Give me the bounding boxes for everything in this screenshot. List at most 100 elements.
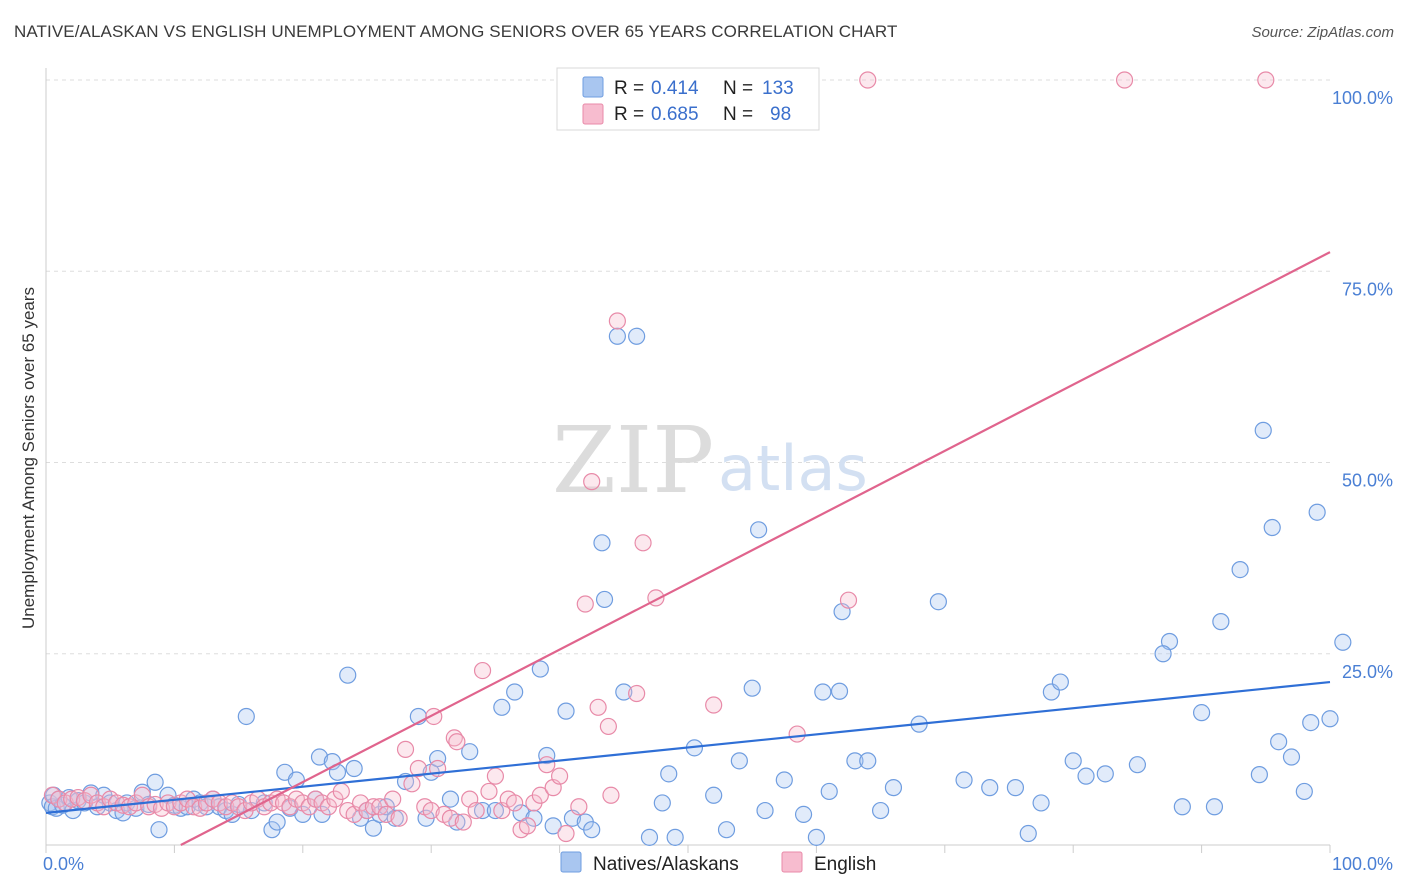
data-point: [830, 682, 849, 700]
data-point: [583, 821, 601, 839]
data-point: [1257, 71, 1275, 89]
data-point: [237, 707, 255, 726]
series-natives: [41, 327, 1352, 846]
data-point: [1250, 766, 1268, 784]
data-points: [41, 71, 1352, 846]
stats-r-value-english: 0.685: [651, 104, 699, 125]
data-point: [608, 327, 626, 345]
data-point: [409, 759, 427, 778]
data-point: [1308, 503, 1326, 521]
data-point: [794, 805, 813, 824]
data-point: [390, 809, 408, 827]
data-point: [653, 794, 671, 812]
trend-line-natives: [45, 680, 1331, 814]
data-point: [550, 767, 569, 785]
data-point: [146, 773, 164, 791]
data-point: [1173, 798, 1191, 816]
data-point: [1192, 704, 1211, 722]
data-point: [473, 801, 492, 820]
data-point: [486, 767, 504, 785]
data-point: [1334, 633, 1352, 651]
data-point: [454, 813, 472, 831]
data-point: [473, 661, 492, 680]
trend-lines: [45, 251, 1331, 846]
data-point: [538, 746, 556, 765]
series-legend: Natives/Alaskans English: [560, 851, 876, 875]
data-point: [593, 534, 611, 552]
data-point: [403, 775, 421, 793]
data-point: [506, 794, 524, 812]
data-point: [595, 590, 614, 609]
data-point: [441, 790, 460, 808]
data-point: [1205, 798, 1224, 816]
data-point: [599, 717, 617, 736]
data-point: [377, 805, 395, 824]
data-point: [660, 765, 678, 783]
data-point: [1254, 421, 1272, 439]
data-point: [846, 752, 864, 770]
data-point: [589, 698, 607, 716]
data-point: [345, 759, 363, 778]
data-point: [467, 801, 485, 820]
trend-line-english: [180, 251, 1331, 846]
data-point: [981, 779, 999, 797]
data-point: [364, 798, 383, 816]
y-tick-label: 25.0%: [1342, 662, 1393, 682]
data-point: [506, 683, 524, 701]
data-point: [705, 786, 723, 804]
data-point: [820, 782, 838, 801]
y-tick-label: 50.0%: [1342, 471, 1393, 491]
data-point: [807, 828, 826, 846]
data-point: [396, 740, 415, 758]
data-point: [1006, 779, 1025, 797]
chart-title: NATIVE/ALASKAN VS ENGLISH UNEMPLOYMENT A…: [14, 22, 898, 41]
stats-swatch-english: [582, 103, 604, 125]
data-point: [871, 801, 890, 820]
data-point: [608, 312, 626, 330]
stats-swatch-natives: [582, 76, 604, 98]
data-point: [461, 743, 479, 761]
stats-legend: R = 0.414 N = 133 R = 0.685 N = 98: [556, 67, 820, 131]
data-point: [602, 786, 620, 804]
stats-n-label-natives: N =: [723, 78, 753, 99]
data-point: [1096, 765, 1114, 783]
data-point: [1115, 71, 1134, 89]
data-point: [1051, 673, 1069, 691]
data-point: [429, 749, 447, 768]
data-point: [518, 817, 537, 835]
data-point: [1263, 518, 1281, 537]
data-point: [493, 698, 511, 716]
data-point: [538, 756, 556, 774]
data-point: [640, 828, 659, 846]
data-point: [955, 771, 973, 789]
data-point: [1282, 748, 1301, 766]
data-point: [1302, 713, 1320, 732]
data-point: [576, 595, 594, 613]
data-point: [544, 817, 562, 835]
y-tick-labels: 25.0% 50.0% 75.0% 100.0%: [1332, 88, 1393, 682]
data-point: [884, 779, 903, 797]
stats-n-value-natives: 133: [762, 78, 794, 99]
data-point: [750, 521, 768, 539]
data-point: [717, 821, 736, 839]
x-tick-labels: 0.0% 100.0%: [43, 854, 1393, 874]
x-tick-label: 100.0%: [1332, 854, 1393, 874]
legend-swatch-english: [781, 851, 803, 873]
data-point: [859, 71, 877, 89]
data-point: [339, 666, 357, 684]
data-point: [384, 790, 402, 808]
x-tick-label: 0.0%: [43, 854, 84, 874]
data-point: [730, 752, 748, 770]
data-point: [268, 813, 286, 831]
data-point: [1019, 824, 1037, 843]
data-point: [839, 591, 858, 609]
data-point: [441, 809, 460, 827]
data-point: [172, 799, 190, 817]
data-point: [364, 819, 383, 837]
data-point: [628, 327, 646, 345]
data-point: [1032, 794, 1050, 812]
watermark-zip: ZIP: [552, 407, 714, 514]
data-point: [814, 683, 832, 701]
data-point: [615, 683, 633, 701]
data-point: [386, 809, 404, 827]
